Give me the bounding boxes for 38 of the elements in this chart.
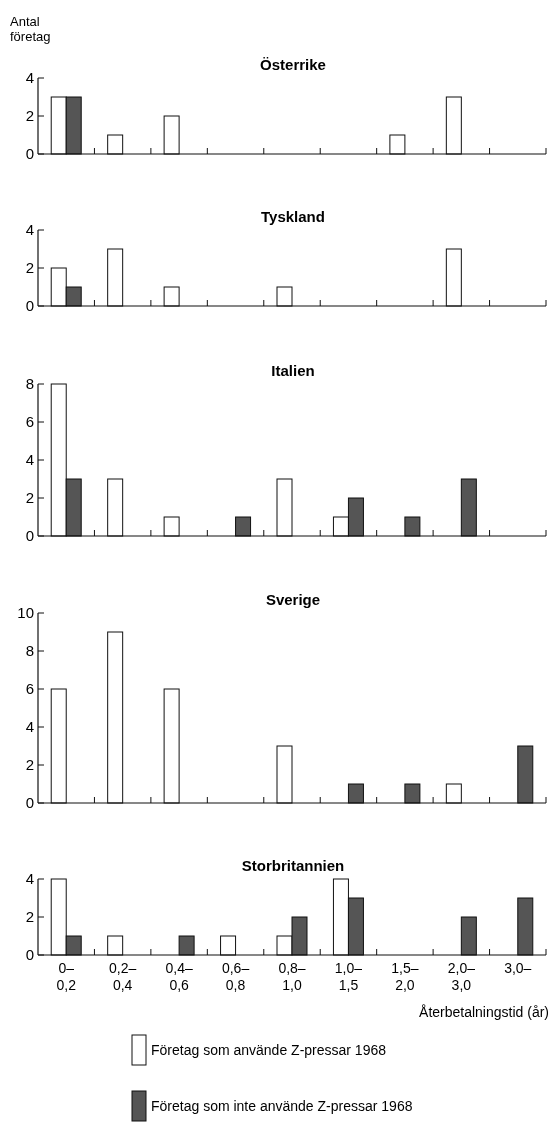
x-tick-label: 0,6–0,8 (221, 960, 250, 993)
y-tick-label: 4 (25, 69, 34, 86)
x-tick-label: 0,2–0,4 (109, 960, 137, 993)
y-tick-label: 8 (25, 375, 34, 392)
y-tick-label: 0 (25, 794, 34, 811)
y-tick-label: 0 (25, 297, 34, 314)
y-tick-label: 0 (25, 946, 34, 963)
y-tick-label: 2 (25, 107, 34, 124)
x-tick-label: 0,4–0,6 (165, 960, 193, 993)
y-tick-label: 6 (25, 680, 34, 697)
x-tick-label: 0,8–1,0 (278, 960, 306, 993)
y-axis-title: Antal företag (10, 14, 51, 44)
y-tick-label: 2 (25, 908, 34, 925)
x-tick-label: 1,0–1,5 (334, 960, 363, 993)
y-tick-label: 4 (25, 451, 34, 468)
chart-title: Sverige (265, 591, 321, 608)
y-tick-label: 2 (25, 756, 34, 773)
x-tick-label: 2,0–3,0 (447, 960, 476, 993)
y-tick-label: 4 (25, 718, 34, 735)
y-tick-label: 6 (25, 413, 34, 430)
legend-label: Företag som använde Z-pressar 1968 (151, 1042, 387, 1058)
chart-title: Österrike (260, 56, 326, 73)
y-tick-label: 4 (25, 221, 34, 238)
chart-title: Tyskland (261, 208, 325, 225)
y-tick-label: 10 (17, 604, 34, 621)
legend-label: Företag som inte använde Z-pressar 1968 (151, 1098, 413, 1114)
x-tick-label: 3,0– (504, 960, 532, 976)
y-tick-label: 2 (25, 259, 34, 276)
y-tick-label: 0 (25, 145, 34, 162)
chart-title: Storbritannien (241, 857, 345, 874)
chart-title: Italien (271, 362, 315, 379)
y-tick-label: 2 (25, 489, 34, 506)
x-axis-title: Återbetalningstid (år) (419, 1004, 549, 1020)
y-tick-label: 8 (25, 642, 34, 659)
x-tick-label: 0–0,2 (56, 960, 77, 993)
y-tick-label: 4 (25, 870, 34, 887)
x-tick-label: 1,5–2,0 (391, 960, 419, 993)
y-tick-label: 0 (25, 527, 34, 544)
